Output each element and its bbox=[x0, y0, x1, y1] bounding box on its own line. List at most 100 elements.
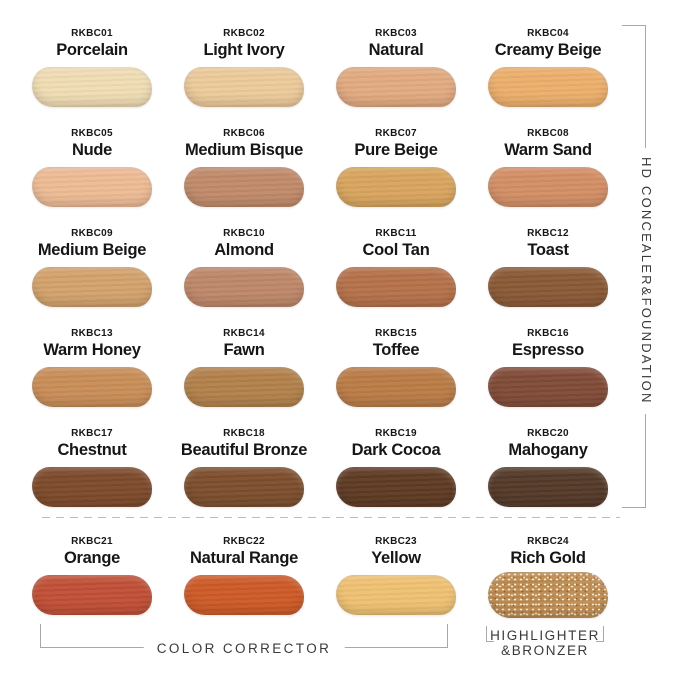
shade-name: Natural Range bbox=[190, 549, 298, 567]
shade-name: Nude bbox=[71, 141, 113, 159]
shade-code: RKBC10 bbox=[223, 228, 265, 239]
shade-code: RKBC09 bbox=[71, 228, 113, 239]
shade-swatch bbox=[336, 467, 456, 507]
shade-code: RKBC20 bbox=[527, 428, 569, 439]
highlighter-bronzer-label-line1: HIGHLIGHTER bbox=[490, 628, 600, 643]
shade-code: RKBC12 bbox=[527, 228, 569, 239]
shade-swatch bbox=[184, 167, 304, 207]
shade-swatch bbox=[32, 367, 152, 407]
shade-swatch bbox=[488, 367, 608, 407]
shade-code: RKBC22 bbox=[223, 536, 265, 547]
shade-cell: RKBC04 Creamy Beige bbox=[472, 24, 624, 124]
shade-cell: RKBC12 Toast bbox=[472, 224, 624, 324]
shade-name: Toast bbox=[527, 241, 569, 259]
shade-code: RKBC14 bbox=[223, 328, 265, 339]
shade-name: Orange bbox=[64, 549, 120, 567]
shade-swatch bbox=[32, 167, 152, 207]
shade-cell: RKBC14 Fawn bbox=[168, 324, 320, 424]
shade-code: RKBC23 bbox=[375, 536, 417, 547]
shade-cell: RKBC21 Orange bbox=[16, 532, 168, 627]
shade-name: Pure Beige bbox=[354, 141, 438, 159]
shade-swatch bbox=[336, 367, 456, 407]
shade-cell: RKBC18 Beautiful Bronze bbox=[168, 424, 320, 524]
shade-swatch bbox=[184, 575, 304, 615]
shade-name: Toffee bbox=[372, 341, 420, 359]
shade-cell: RKBC09 Medium Beige bbox=[16, 224, 168, 324]
shade-swatch bbox=[32, 267, 152, 307]
bracket-corner-left bbox=[486, 626, 494, 642]
shade-swatch bbox=[184, 67, 304, 107]
highlighter-bronzer-group: HIGHLIGHTER &BRONZER bbox=[480, 624, 610, 658]
shade-swatch bbox=[336, 67, 456, 107]
shade-name: Yellow bbox=[371, 549, 421, 567]
shade-cell: RKBC24 Rich Gold bbox=[472, 532, 624, 627]
shade-swatch bbox=[488, 467, 608, 507]
shade-code: RKBC04 bbox=[527, 28, 569, 39]
shade-swatch bbox=[184, 267, 304, 307]
shade-swatch bbox=[184, 467, 304, 507]
shade-grid-main: RKBC01 Porcelain RKBC02 Light Ivory RKBC… bbox=[16, 24, 624, 524]
shade-swatch bbox=[336, 575, 456, 615]
shade-cell: RKBC23 Yellow bbox=[320, 532, 472, 627]
shade-cell: RKBC17 Chestnut bbox=[16, 424, 168, 524]
shade-cell: RKBC02 Light Ivory bbox=[168, 24, 320, 124]
shade-cell: RKBC05 Nude bbox=[16, 124, 168, 224]
shade-name: Medium Bisque bbox=[184, 141, 304, 159]
shade-code: RKBC08 bbox=[527, 128, 569, 139]
shade-cell: RKBC06 Medium Bisque bbox=[168, 124, 320, 224]
shade-name: Natural bbox=[368, 41, 424, 59]
shade-code: RKBC06 bbox=[223, 128, 265, 139]
shade-cell: RKBC19 Dark Cocoa bbox=[320, 424, 472, 524]
shade-code: RKBC03 bbox=[375, 28, 417, 39]
shade-swatch bbox=[336, 267, 456, 307]
shade-code: RKBC11 bbox=[375, 228, 417, 239]
shade-name: Cool Tan bbox=[362, 241, 430, 259]
shade-cell: RKBC13 Warm Honey bbox=[16, 324, 168, 424]
shade-code: RKBC18 bbox=[223, 428, 265, 439]
shade-cell: RKBC01 Porcelain bbox=[16, 24, 168, 124]
shade-name: Mahogany bbox=[508, 441, 588, 459]
shade-name: Porcelain bbox=[56, 41, 128, 59]
shade-name: Warm Honey bbox=[43, 341, 141, 359]
shade-name: Beautiful Bronze bbox=[180, 441, 308, 459]
shade-code: RKBC24 bbox=[527, 536, 569, 547]
shade-name: Creamy Beige bbox=[494, 41, 602, 59]
shade-swatch bbox=[488, 167, 608, 207]
shade-code: RKBC01 bbox=[71, 28, 113, 39]
shade-code: RKBC19 bbox=[375, 428, 417, 439]
shade-swatch bbox=[32, 467, 152, 507]
dashed-separator bbox=[42, 517, 620, 518]
shade-swatch bbox=[32, 575, 152, 615]
shade-cell: RKBC03 Natural bbox=[320, 24, 472, 124]
highlighter-bronzer-label-line2: &BRONZER bbox=[501, 643, 589, 658]
shade-code: RKBC16 bbox=[527, 328, 569, 339]
shade-name: Warm Sand bbox=[504, 141, 592, 159]
hd-foundation-label: HD CONCEALER&FOUNDATION bbox=[638, 148, 655, 414]
shade-name: Rich Gold bbox=[510, 549, 586, 567]
shade-cell: RKBC15 Toffee bbox=[320, 324, 472, 424]
shade-name: Chestnut bbox=[57, 441, 127, 459]
shade-code: RKBC15 bbox=[375, 328, 417, 339]
shade-code: RKBC21 bbox=[71, 536, 113, 547]
shade-name: Light Ivory bbox=[203, 41, 285, 59]
shade-cell: RKBC11 Cool Tan bbox=[320, 224, 472, 324]
shade-grid-bottom: RKBC21 Orange RKBC22 Natural Range RKBC2… bbox=[16, 532, 624, 627]
shade-code: RKBC17 bbox=[71, 428, 113, 439]
shade-name: Espresso bbox=[512, 341, 584, 359]
shade-code: RKBC07 bbox=[375, 128, 417, 139]
shade-cell: RKBC20 Mahogany bbox=[472, 424, 624, 524]
shade-cell: RKBC08 Warm Sand bbox=[472, 124, 624, 224]
shade-swatch bbox=[488, 67, 608, 107]
shade-swatch bbox=[184, 367, 304, 407]
shade-name: Fawn bbox=[223, 341, 265, 359]
color-corrector-label: COLOR CORRECTOR bbox=[143, 641, 345, 656]
shade-code: RKBC02 bbox=[223, 28, 265, 39]
shade-code: RKBC13 bbox=[71, 328, 113, 339]
shade-name: Medium Beige bbox=[37, 241, 147, 259]
shade-swatch bbox=[336, 167, 456, 207]
shade-swatch bbox=[488, 267, 608, 307]
bracket-corner-right bbox=[596, 626, 604, 642]
shade-cell: RKBC22 Natural Range bbox=[168, 532, 320, 627]
shade-cell: RKBC07 Pure Beige bbox=[320, 124, 472, 224]
